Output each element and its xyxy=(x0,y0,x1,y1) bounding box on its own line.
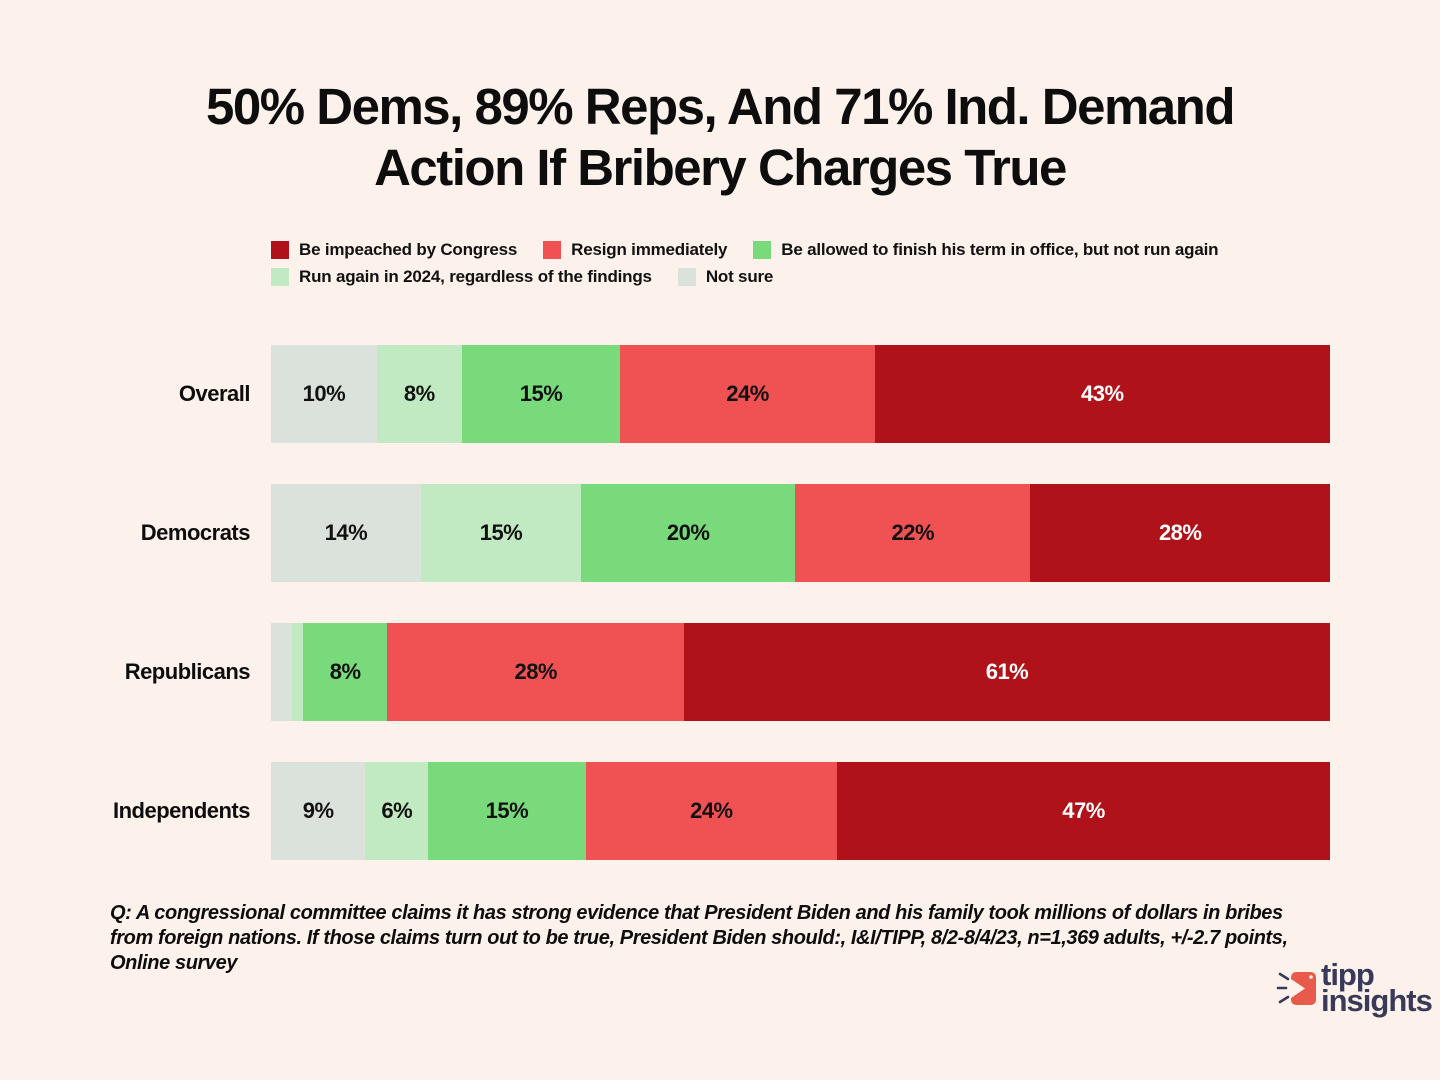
legend-swatch xyxy=(271,268,289,286)
legend-label: Not sure xyxy=(705,267,774,286)
bar-segment: 15% xyxy=(461,345,621,443)
segment-value-label: 28% xyxy=(1158,520,1202,545)
megaphone-icon xyxy=(1276,972,1316,1005)
bar-segment: 43% xyxy=(874,345,1330,443)
bar-segment: 15% xyxy=(420,484,582,582)
logo-line2: insights xyxy=(1321,983,1433,1018)
chart-row-independents: Independents 9% 6% 15% 24% 47% xyxy=(110,762,1330,860)
source-footnote: Q: A congressional committee claims it h… xyxy=(110,902,1288,974)
legend-swatch xyxy=(543,241,562,259)
bar-segment: 24% xyxy=(585,762,838,860)
stacked-bar: 9% 6% 15% 24% 47% xyxy=(271,762,1330,860)
tipp-insights-logo: tipp insights xyxy=(1276,957,1433,1018)
bar-segment: 8% xyxy=(376,345,462,443)
bar-segment xyxy=(292,623,303,721)
chart-row-democrats: Democrats 14% 15% 20% 22% 28% xyxy=(110,484,1330,582)
category-label: Independents xyxy=(112,798,251,823)
segment-value-label: 24% xyxy=(690,798,733,823)
legend: Be impeached by Congress Resign immediate… xyxy=(271,240,1351,287)
bar-segment: 61% xyxy=(683,623,1330,721)
legend-item: Be allowed to finish his term in office,… xyxy=(753,240,1218,260)
bar-segment: 28% xyxy=(1030,484,1330,582)
legend-item: Not sure xyxy=(677,267,774,287)
segment-value-label: 47% xyxy=(1062,798,1105,823)
stacked-bar-chart: Overall 10% 8% 15% 24% 43% Democrats 14% 15% 20% 2… xyxy=(110,345,1330,860)
bar-segment: 6% xyxy=(365,762,429,860)
segment-value-label: 14% xyxy=(324,520,368,545)
chart-row-republicans: Republicans 8% 28% 61% xyxy=(110,623,1330,721)
stacked-bar: 8% 28% 61% xyxy=(271,623,1330,721)
bar-segment: 9% xyxy=(271,762,366,860)
segment-value-label: 61% xyxy=(985,659,1029,684)
legend-item: Resign immediately xyxy=(543,240,727,260)
segment-value-label: 28% xyxy=(514,659,557,684)
legend-label: Be allowed to finish his term in office,… xyxy=(781,240,1219,259)
segment-value-label: 8% xyxy=(329,659,361,684)
segment-value-label: 15% xyxy=(519,381,563,406)
legend-label: Be impeached by Congress xyxy=(299,240,518,259)
logo-line1: tipp xyxy=(1321,957,1375,992)
segment-value-label: 22% xyxy=(891,520,935,545)
segment-value-label: 8% xyxy=(403,381,435,406)
logo-wordmark: tipp insights xyxy=(1321,957,1433,1018)
legend-label: Run again in 2024, regardless of the fin… xyxy=(299,267,652,286)
legend-swatch xyxy=(677,268,696,286)
stacked-bar: 14% 15% 20% 22% 28% xyxy=(271,484,1330,582)
chart-title: 50% Dems, 89% Reps, And 71% Ind. Demand … xyxy=(206,78,1235,196)
segment-value-label: 15% xyxy=(479,520,523,545)
segment-value-label: 43% xyxy=(1081,381,1124,406)
bar-segment: 28% xyxy=(387,623,684,721)
bar-segment xyxy=(271,623,293,721)
segment-value-label: 24% xyxy=(726,381,769,406)
bar-segment: 20% xyxy=(581,484,796,582)
category-label: Overall xyxy=(178,381,251,406)
legend-item: Run again in 2024, regardless of the fin… xyxy=(271,267,652,287)
legend-swatch xyxy=(753,241,772,259)
category-label: Democrats xyxy=(140,520,251,545)
legend-item: Be impeached by Congress xyxy=(271,240,517,260)
bar-segment: 22% xyxy=(795,484,1031,582)
segment-value-label: 10% xyxy=(302,381,346,406)
segment-value-label: 20% xyxy=(666,520,710,545)
bar-segment: 47% xyxy=(837,762,1330,860)
legend-label: Resign immediately xyxy=(571,240,728,259)
bar-segment: 15% xyxy=(428,762,586,860)
stacked-bar: 10% 8% 15% 24% 43% xyxy=(271,345,1330,443)
legend-swatch xyxy=(271,241,289,259)
bar-segment: 8% xyxy=(302,623,388,721)
segment-value-label: 9% xyxy=(302,798,334,823)
chart-row-overall: Overall 10% 8% 15% 24% 43% xyxy=(110,345,1330,443)
category-label: Republicans xyxy=(124,659,251,684)
segment-value-label: 6% xyxy=(381,798,413,823)
segment-value-label: 15% xyxy=(485,798,529,823)
bar-segment: 24% xyxy=(620,345,875,443)
bar-segment: 10% xyxy=(271,345,377,443)
bar-segment: 14% xyxy=(271,484,421,582)
